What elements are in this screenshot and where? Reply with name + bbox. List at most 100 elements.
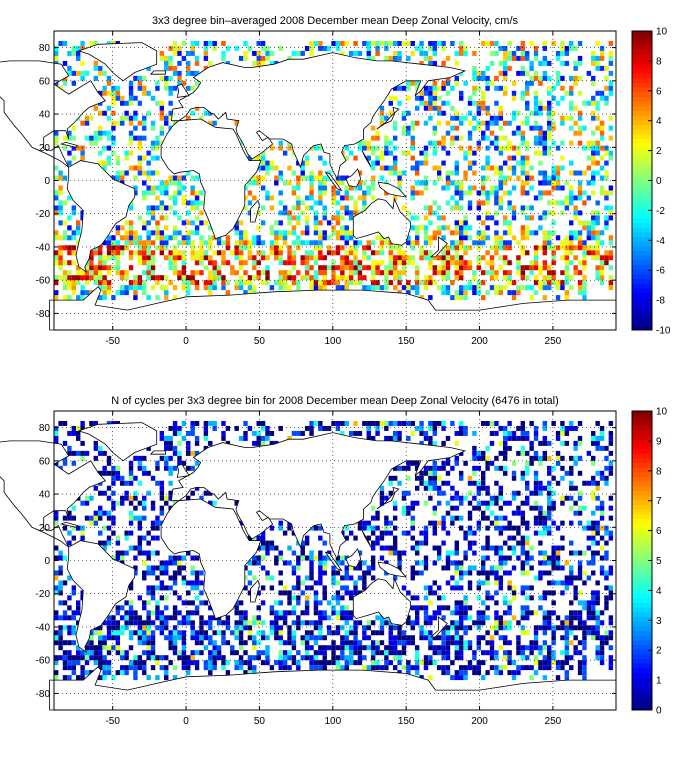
bin-cell [591, 150, 596, 156]
bin-cell [564, 280, 570, 286]
bin-cell [296, 180, 301, 186]
colorbar-step [632, 40, 652, 46]
bin-cell [485, 465, 490, 471]
bin-cell [511, 145, 517, 151]
bin-cell [168, 490, 173, 496]
bin-cell [520, 275, 526, 281]
bin-cell [445, 225, 451, 231]
bin-cell [71, 665, 77, 671]
bin-cell [274, 235, 279, 241]
velocity-panel: 3x3 degree bin–averaged 2008 December me… [0, 15, 671, 347]
bin-cell [120, 665, 125, 671]
bin-cell [591, 535, 596, 541]
bin-cell [181, 620, 187, 626]
bin-cell [335, 560, 341, 566]
bin-cell [168, 575, 173, 581]
bin-cell [577, 620, 583, 626]
bin-cell [401, 550, 407, 556]
bin-cell [164, 570, 169, 576]
bin-cell [208, 625, 213, 631]
bin-cell [67, 540, 72, 546]
bin-cell [494, 140, 499, 146]
bin-cell [608, 590, 614, 596]
bin-cell [458, 185, 464, 191]
coastline [170, 52, 467, 180]
bin-cell [436, 175, 442, 181]
bin-cell [124, 155, 129, 161]
bin-cell [269, 430, 275, 436]
bin-cell [463, 640, 468, 646]
bin-cell [260, 660, 266, 666]
bin-cell [344, 285, 349, 291]
bin-cell [401, 510, 407, 516]
colorbar-step [632, 171, 652, 177]
bin-cell [199, 200, 204, 206]
bin-cell [520, 250, 526, 256]
bin-cell [370, 620, 376, 626]
bin-cell [58, 580, 63, 586]
bin-cell [577, 260, 583, 266]
bin-cell [463, 290, 468, 296]
bin-cell [331, 190, 336, 196]
bin-cell [172, 675, 178, 681]
bin-cell [520, 245, 526, 251]
bin-cell [186, 610, 191, 616]
bin-cell [608, 595, 614, 601]
bin-cell [419, 40, 424, 46]
bin-cell [164, 620, 169, 626]
bin-cell [520, 130, 526, 136]
bin-cell [212, 420, 217, 426]
bin-cell [463, 550, 468, 556]
bin-cell [458, 285, 464, 291]
bin-cell [494, 630, 499, 636]
bin-cell [384, 275, 389, 281]
bin-cell [410, 225, 415, 231]
bin-cell [388, 270, 393, 276]
bin-cell [595, 630, 600, 636]
bin-cell [555, 675, 561, 681]
bin-cell [586, 245, 592, 251]
bin-cell [564, 195, 570, 201]
bin-cell [54, 140, 59, 146]
bin-cell [428, 210, 433, 216]
bin-cell [555, 455, 561, 461]
bin-cell [62, 295, 68, 301]
bin-cell [529, 490, 534, 496]
bin-cell [516, 525, 521, 531]
bin-cell [494, 600, 499, 606]
bin-cell [304, 220, 310, 226]
bin-cell [234, 610, 239, 616]
bin-cell [485, 235, 490, 241]
bin-cell [569, 195, 574, 201]
bin-cell [547, 240, 552, 246]
bin-cell [547, 590, 552, 596]
bin-cell [300, 210, 305, 216]
bin-cell [397, 275, 402, 281]
bin-cell [454, 515, 459, 521]
bin-cell [525, 160, 530, 166]
bin-cell [542, 55, 548, 61]
bin-cell [278, 640, 283, 646]
bin-cell [436, 120, 442, 126]
bin-cell [511, 595, 517, 601]
bin-cell [569, 100, 574, 106]
bin-cell [467, 525, 473, 531]
bin-cell [599, 135, 605, 141]
bin-cell [287, 230, 292, 236]
bin-cell [238, 640, 244, 646]
bin-cell [586, 220, 592, 226]
bin-cell [106, 535, 112, 541]
bin-cell [93, 445, 99, 451]
bin-cell [525, 605, 530, 611]
bin-cell [503, 500, 508, 506]
bin-cell [106, 250, 112, 256]
bin-cell [463, 220, 468, 226]
bin-cell [265, 275, 270, 281]
bin-cell [375, 640, 380, 646]
bin-cell [507, 625, 512, 631]
bin-cell [573, 215, 578, 221]
bin-cell [313, 275, 319, 281]
bin-cell [318, 555, 323, 561]
bin-cell [547, 465, 552, 471]
bin-cell [344, 235, 349, 241]
